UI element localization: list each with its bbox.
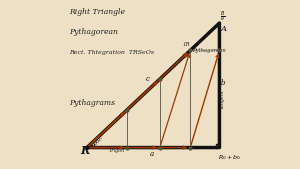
Text: A: A <box>220 25 226 33</box>
Text: $\frac{B}{g}$: $\frac{B}{g}$ <box>220 9 226 24</box>
Text: Pythagrams: Pythagrams <box>70 99 116 107</box>
Text: Pythagorean: Pythagorean <box>70 28 118 36</box>
Text: b: b <box>221 79 226 87</box>
Text: Tangent: Tangent <box>220 89 225 109</box>
Text: Trigon: Trigon <box>108 148 125 153</box>
Text: Right Triangle: Right Triangle <box>70 8 125 16</box>
Text: R: R <box>81 145 90 156</box>
Text: a: a <box>150 150 154 158</box>
Text: 1R: 1R <box>182 42 190 47</box>
Text: b: b <box>96 139 99 144</box>
Text: a: a <box>93 141 96 146</box>
Text: c: c <box>99 137 102 142</box>
Text: Rect. Thtegration  TRSeOs: Rect. Thtegration TRSeOs <box>70 50 155 55</box>
Text: Pythagorean: Pythagorean <box>192 48 226 53</box>
Text: c: c <box>145 75 149 83</box>
Text: $R_0+b_0$: $R_0+b_0$ <box>218 153 241 162</box>
